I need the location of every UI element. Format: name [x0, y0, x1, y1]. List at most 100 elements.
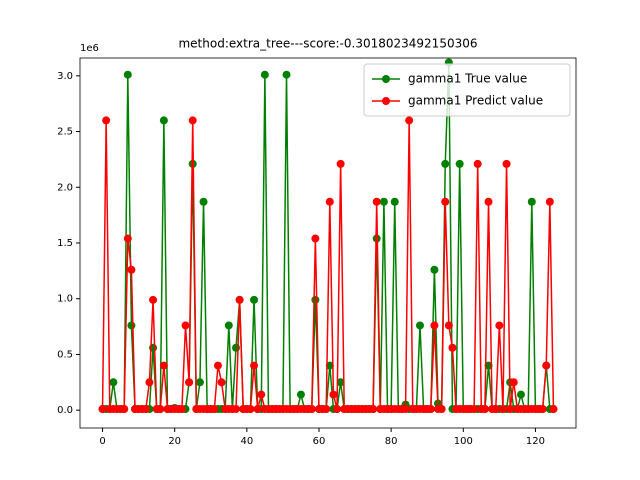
- data-point: [159, 361, 168, 370]
- y-tick-label: 1.0: [57, 294, 73, 305]
- x-tick-label: 100: [454, 436, 473, 447]
- data-point: [495, 321, 504, 330]
- data-point: [441, 197, 450, 206]
- data-point: [127, 265, 136, 274]
- data-point: [538, 405, 547, 414]
- data-point: [210, 405, 219, 414]
- legend-marker: [382, 75, 390, 83]
- data-point: [336, 378, 345, 387]
- data-point: [325, 197, 334, 206]
- data-point: [444, 321, 453, 330]
- data-point: [325, 361, 334, 370]
- data-point: [372, 197, 381, 206]
- data-point: [480, 405, 489, 414]
- axes-frame: [79, 57, 577, 429]
- data-point: [296, 390, 305, 399]
- data-point: [430, 265, 439, 274]
- legend-label: gamma1 Predict value: [408, 94, 543, 108]
- x-tick-label: 0: [99, 436, 105, 447]
- data-point: [260, 70, 269, 79]
- y-tick-label: 1.5: [57, 238, 73, 249]
- data-point: [199, 197, 208, 206]
- data-point: [224, 321, 233, 330]
- y-tick-label: 2.0: [57, 182, 73, 193]
- data-point: [102, 116, 111, 125]
- data-point: [542, 361, 551, 370]
- legend-box: [363, 63, 571, 117]
- data-point: [473, 159, 482, 168]
- legend-marker: [382, 97, 390, 105]
- data-point: [159, 116, 168, 125]
- data-point: [282, 70, 291, 79]
- data-point: [527, 197, 536, 206]
- data-point: [401, 405, 410, 414]
- data-point: [188, 116, 197, 125]
- data-point: [484, 197, 493, 206]
- data-point: [235, 295, 244, 304]
- data-point: [213, 361, 222, 370]
- y-tick-label: 0.0: [57, 405, 73, 416]
- data-point: [329, 390, 338, 399]
- data-point: [141, 405, 150, 414]
- y-offset-label: 1e6: [80, 43, 99, 54]
- legend: gamma1 True value gamma1 Predict value: [363, 63, 571, 117]
- data-point: [426, 405, 435, 414]
- data-point: [232, 405, 241, 414]
- data-point: [246, 405, 255, 414]
- chart-title: method:extra_tree---score:-0.30180234921…: [178, 37, 477, 51]
- data-point: [470, 405, 479, 414]
- data-point: [98, 405, 107, 414]
- x-tick-label: 40: [240, 436, 253, 447]
- data-point: [549, 405, 558, 414]
- y-tick-label: 2.5: [57, 127, 73, 138]
- data-point: [379, 197, 388, 206]
- data-point: [336, 159, 345, 168]
- data-point: [123, 70, 132, 79]
- data-point: [506, 405, 515, 414]
- data-point: [502, 159, 511, 168]
- data-point: [333, 405, 342, 414]
- data-point: [405, 116, 414, 125]
- data-point: [311, 295, 320, 304]
- data-point: [441, 159, 450, 168]
- data-point: [149, 295, 158, 304]
- x-tick-label: 80: [385, 436, 398, 447]
- data-point: [109, 378, 118, 387]
- x-tick-label: 60: [313, 436, 326, 447]
- data-point: [448, 343, 457, 352]
- data-point: [545, 197, 554, 206]
- data-point: [415, 321, 424, 330]
- data-point: [307, 405, 316, 414]
- data-point: [156, 405, 165, 414]
- data-point: [185, 378, 194, 387]
- data-point: [181, 321, 190, 330]
- data-point: [455, 159, 464, 168]
- data-point: [390, 197, 399, 206]
- data-point: [195, 378, 204, 387]
- x-tick-label: 120: [526, 436, 545, 447]
- data-point: [498, 405, 507, 414]
- data-point: [145, 378, 154, 387]
- data-point: [311, 234, 320, 243]
- legend-label: gamma1 True value: [408, 72, 527, 86]
- y-tick-label: 3.0: [57, 71, 73, 82]
- data-point: [177, 405, 186, 414]
- data-point: [516, 390, 525, 399]
- data-point: [257, 390, 266, 399]
- data-point: [484, 361, 493, 370]
- y-tick-label: 0.5: [57, 349, 73, 360]
- data-point: [322, 405, 331, 414]
- data-point: [369, 405, 378, 414]
- data-point: [250, 295, 259, 304]
- data-point: [123, 234, 132, 243]
- data-point: [430, 321, 439, 330]
- data-point: [217, 378, 226, 387]
- data-point: [253, 405, 262, 414]
- data-point: [120, 405, 129, 414]
- data-point: [491, 405, 500, 414]
- data-point: [509, 378, 518, 387]
- data-point: [437, 405, 446, 414]
- data-point: [127, 321, 136, 330]
